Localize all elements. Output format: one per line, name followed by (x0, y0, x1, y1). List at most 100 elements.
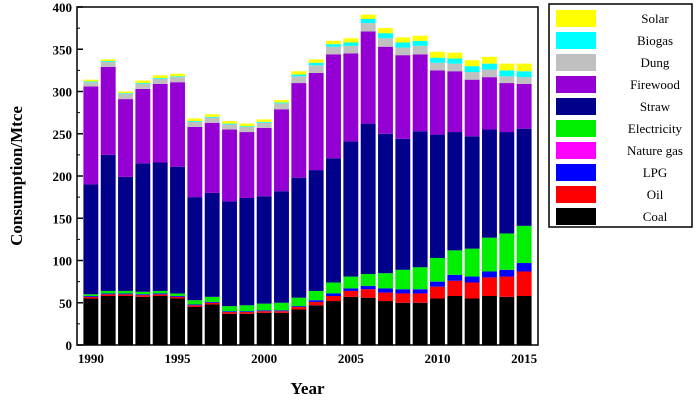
bar-firewood-1999 (239, 132, 255, 198)
bar-biogas-2009 (412, 40, 428, 46)
y-axis-title: Consumption/Mtce (7, 106, 26, 246)
bar-lpg-2006 (360, 285, 376, 290)
bar-solar-2001 (274, 99, 289, 103)
bar-lpg-1991 (100, 293, 116, 295)
bar-biogas-2002 (291, 74, 307, 77)
bar-electricity-2000 (256, 303, 272, 311)
bar-coal-2003 (308, 305, 324, 345)
bar-lpg-2011 (447, 274, 463, 281)
bar-coal-1993 (135, 296, 151, 345)
bar-solar-2011 (447, 52, 463, 59)
bar-firewood-2014 (499, 83, 515, 133)
bar-dung-2004 (326, 46, 341, 55)
bar-electricity-1996 (187, 300, 203, 305)
bar-biogas-2012 (464, 66, 480, 73)
bar-lpg-1995 (170, 295, 185, 297)
bar-firewood-2005 (343, 53, 359, 142)
bar-straw-2010 (430, 134, 445, 258)
bar-oil-1990 (83, 296, 99, 299)
bar-coal-1990 (83, 298, 99, 345)
bar-solar-1999 (239, 123, 255, 127)
bar-biogas-2003 (308, 62, 324, 66)
legend-swatch-electricity (556, 120, 596, 137)
bar-dung-2011 (447, 63, 463, 72)
bar-oil-1996 (187, 305, 203, 307)
bar-oil-2015 (516, 271, 532, 296)
legend-label-electricity: Electricity (628, 121, 683, 136)
bar-firewood-2006 (360, 31, 376, 124)
bar-biogas-1997 (204, 116, 220, 118)
bar-coal-2006 (360, 297, 376, 345)
bar-coal-2009 (412, 302, 428, 345)
bar-oil-2010 (430, 286, 445, 299)
bar-straw-2015 (516, 128, 532, 226)
bar-electricity-1992 (118, 290, 133, 294)
y-tick-label-50: 50 (59, 296, 72, 311)
x-tick-label-1995: 1995 (165, 351, 192, 366)
bar-coal-2008 (395, 302, 411, 345)
bar-lpg-1998 (222, 311, 237, 313)
bar-electricity-1994 (152, 290, 168, 294)
bar-electricity-1993 (135, 291, 151, 295)
bar-oil-1993 (135, 295, 151, 297)
bar-dung-2009 (412, 45, 428, 55)
bar-solar-1997 (204, 114, 220, 117)
bar-coal-2012 (464, 298, 480, 345)
bar-dung-2013 (482, 69, 497, 78)
bar-electricity-2006 (360, 274, 376, 286)
bar-lpg-2014 (499, 269, 515, 277)
y-tick-label-300: 300 (53, 85, 73, 100)
bars-layer (83, 14, 532, 345)
bar-dung-2001 (274, 103, 289, 110)
bar-biogas-1999 (239, 126, 255, 127)
bar-lpg-1994 (152, 293, 168, 295)
bar-straw-2014 (499, 132, 515, 234)
bar-electricity-2012 (464, 248, 480, 277)
bar-straw-1995 (170, 166, 185, 294)
legend-swatch-nature-gas (556, 142, 596, 159)
bar-electricity-2009 (412, 267, 428, 290)
legend-label-coal: Coal (643, 209, 668, 224)
bar-electricity-2002 (291, 297, 307, 307)
bar-oil-2008 (395, 293, 411, 303)
bar-straw-1997 (204, 192, 220, 297)
legend-swatch-firewood (556, 76, 596, 93)
bar-lpg-2009 (412, 289, 428, 294)
legend-swatch-dung (556, 54, 596, 71)
bar-solar-2004 (326, 40, 341, 45)
bar-coal-2001 (274, 312, 289, 345)
bar-electricity-1991 (100, 290, 116, 294)
bar-coal-2014 (499, 296, 515, 345)
x-tick-label-1990: 1990 (78, 351, 104, 366)
y-tick-label-0: 0 (66, 338, 73, 353)
bar-firewood-1991 (100, 67, 116, 155)
bar-lpg-2008 (395, 289, 411, 294)
bar-electricity-1999 (239, 305, 255, 312)
y-tick-label-100: 100 (53, 254, 73, 269)
bar-straw-2011 (447, 132, 463, 251)
bar-straw-2013 (482, 129, 497, 238)
bar-straw-2001 (274, 191, 289, 303)
bar-coal-2015 (516, 295, 532, 345)
bar-solar-2002 (291, 71, 307, 75)
bar-biogas-2001 (274, 102, 289, 104)
bar-biogas-1992 (118, 93, 133, 95)
y-tick-label-350: 350 (53, 42, 73, 57)
bar-oil-2014 (499, 276, 515, 297)
bar-lpg-2005 (343, 288, 359, 291)
bar-solar-1993 (135, 80, 151, 84)
bar-oil-2013 (482, 277, 497, 296)
legend-swatch-lpg (556, 164, 596, 181)
bar-dung-2012 (464, 72, 480, 80)
bar-dung-1997 (204, 117, 220, 123)
bar-biogas-2006 (360, 18, 376, 24)
bar-dung-2003 (308, 65, 324, 73)
bar-dung-1996 (187, 121, 203, 127)
bar-dung-2015 (516, 77, 532, 84)
bar-solar-1995 (170, 73, 185, 77)
legend-label-lpg: LPG (643, 165, 668, 180)
bar-lpg-1993 (135, 294, 151, 296)
bar-straw-1990 (83, 184, 99, 295)
legend-label-nature-gas: Nature gas (627, 143, 683, 158)
bar-lpg-1999 (239, 311, 255, 313)
